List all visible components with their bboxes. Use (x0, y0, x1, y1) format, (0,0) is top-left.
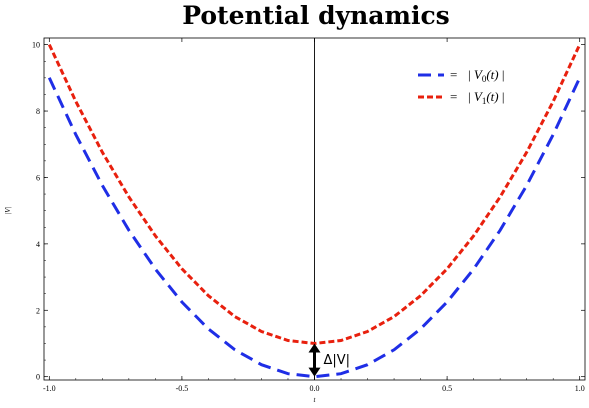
y-tick-label: 0 (36, 373, 40, 382)
x-tick-label: 0.0 (310, 384, 320, 393)
delta-label: Δ|V| (324, 353, 351, 368)
x-tick-label: -0.5 (176, 384, 189, 393)
legend-label-0: | V0(t) | (468, 67, 504, 84)
y-tick-label: 10 (32, 41, 40, 50)
series-line-0 (47, 77, 582, 379)
delta-arrow-head-bottom (308, 367, 321, 377)
legend-equals-0: = (450, 67, 457, 82)
x-axis-label: t (314, 396, 317, 404)
legend-equals-1: = (450, 89, 457, 104)
axis-ticks: -1.0 -0.5 0.0 0.5 1.0 0 2 4 6 8 10 (32, 38, 585, 393)
x-tick-label: 1.0 (575, 384, 585, 393)
chart-title: Potential dynamics (182, 1, 450, 30)
y-tick-label: 2 (36, 306, 40, 315)
x-tick-label: 0.5 (442, 384, 452, 393)
x-tick-label: -1.0 (43, 384, 56, 393)
legend: = | V0(t) | = | V1(t) | (418, 67, 504, 106)
y-tick-label: 4 (36, 240, 40, 249)
y-tick-label: 8 (36, 107, 40, 116)
y-tick-label: 6 (36, 173, 40, 182)
legend-label-1: | V1(t) | (468, 89, 504, 106)
y-axis-label: |V| (4, 207, 12, 215)
delta-arrow-head-top (308, 343, 321, 353)
delta-annotation: Δ|V| (308, 343, 351, 377)
